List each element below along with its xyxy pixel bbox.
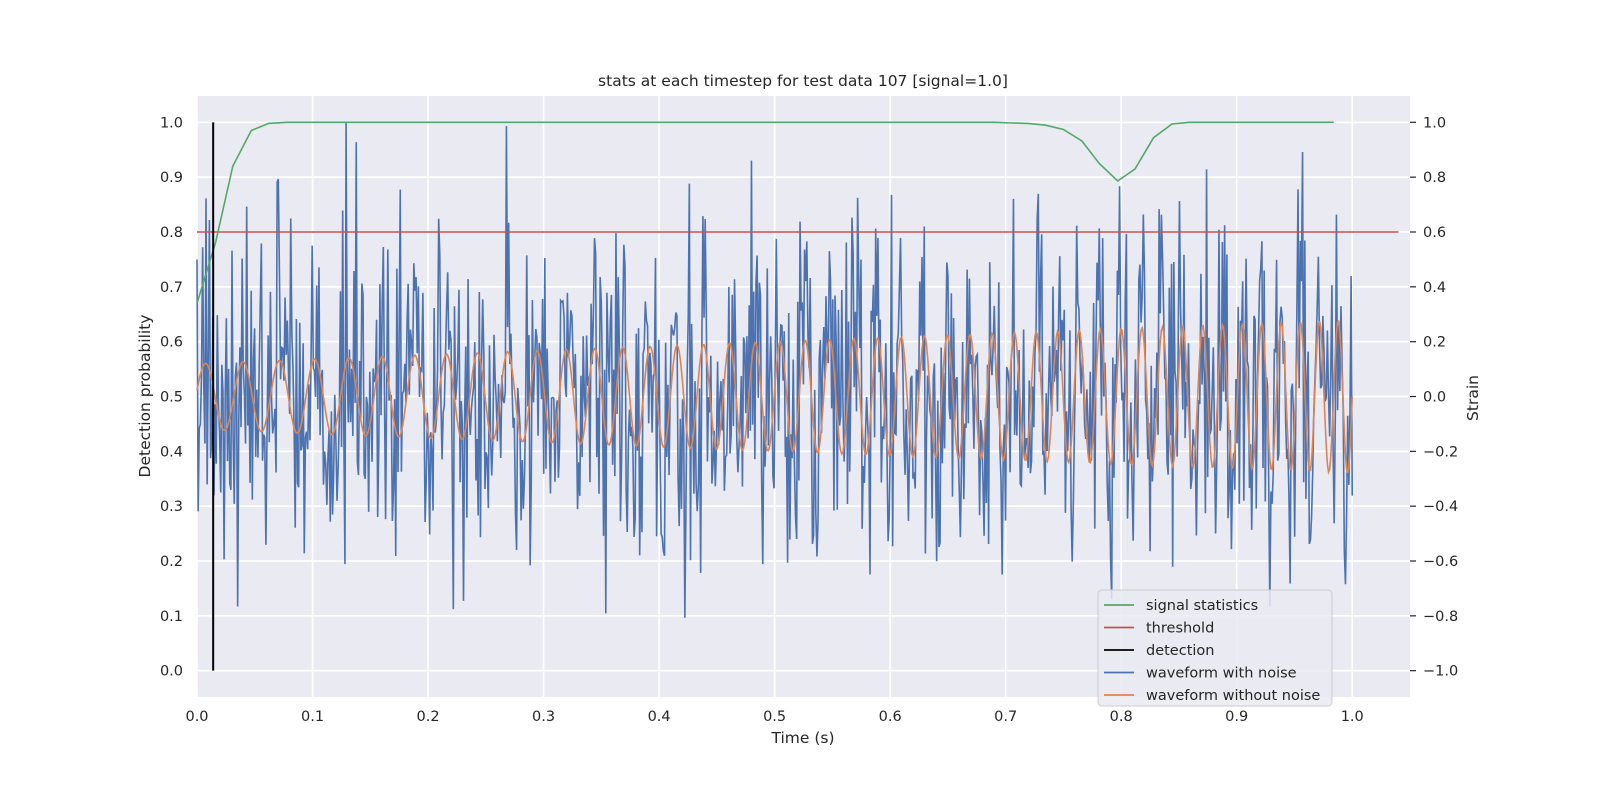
left-y-tick-label: 0.7: [160, 280, 183, 296]
right-y-tick-label: −0.4: [1423, 499, 1458, 515]
legend-entry: waveform with noise: [1146, 666, 1297, 682]
right-y-tick-label: −1.0: [1423, 664, 1458, 680]
legend-entry: signal statistics: [1146, 598, 1258, 614]
right-y-tick-label: −0.8: [1423, 609, 1458, 625]
series-waveform-without-noise: [196, 319, 1354, 475]
series-signal-statistics: [196, 121, 1334, 304]
left-y-tick-label: 0.3: [160, 499, 183, 515]
x-tick-label: 0.5: [763, 709, 786, 725]
right-y-tick-label: 0.0: [1423, 390, 1446, 406]
right-y-tick-label: 1.0: [1423, 115, 1446, 131]
right-y-tick-label: 0.4: [1423, 280, 1446, 296]
x-tick-label: 0.0: [185, 709, 208, 725]
right-y-tick-label: 0.8: [1423, 170, 1446, 186]
left-y-tick-label: 0.0: [160, 664, 183, 680]
left-y-axis: 0.0 0.1 0.2 0.3 0.4 0.5 0.6 0.7 0.8 0.9 1.0: [160, 115, 183, 679]
x-tick-label: 0.2: [417, 709, 440, 725]
left-y-tick-label: 1.0: [160, 115, 183, 131]
x-tick-label: 0.1: [301, 709, 324, 725]
waveform-layer: [196, 122, 1354, 618]
x-axis: 0.0 0.1 0.2 0.3 0.4 0.5 0.6 0.7 0.8 0.9 1.0: [185, 709, 1363, 725]
x-tick-label: 0.8: [1110, 709, 1133, 725]
x-tick-label: 0.3: [532, 709, 555, 725]
series-waveform-with-noise: [196, 122, 1354, 618]
legend-entry: threshold: [1146, 621, 1214, 637]
x-tick-label: 0.6: [879, 709, 902, 725]
left-y-tick-label: 0.6: [160, 335, 183, 351]
left-y-tick-label: 0.4: [160, 444, 183, 460]
right-y-tick-label: 0.6: [1423, 225, 1446, 241]
left-y-tick-label: 0.9: [160, 170, 183, 186]
legend-entry: waveform without noise: [1146, 688, 1320, 704]
x-tick-label: 0.9: [1225, 709, 1248, 725]
legend: signal statistics threshold detection wavef…: [1097, 589, 1333, 707]
right-y-axis-label: Strain: [1464, 375, 1482, 421]
x-tick-label: 0.4: [648, 709, 671, 725]
legend-entry: detection: [1146, 643, 1214, 659]
left-y-tick-label: 0.8: [160, 225, 183, 241]
right-y-tick-label: −0.2: [1423, 444, 1458, 460]
left-y-tick-label: 0.5: [160, 390, 183, 406]
chart-title: stats at each timestep for test data 107…: [598, 72, 1008, 90]
statistics-layer: [196, 121, 1399, 671]
right-y-tick-label: 0.2: [1423, 335, 1446, 351]
right-y-tick-label: −0.6: [1423, 554, 1458, 570]
right-y-axis: −1.0 −0.8 −0.6 −0.4 −0.2 0.0 0.2 0.4 0.6 0.8 1.0: [1410, 115, 1458, 680]
left-y-tick-label: 0.2: [160, 554, 183, 570]
x-tick-label: 0.7: [994, 709, 1017, 725]
x-tick-label: 1.0: [1341, 709, 1364, 725]
left-y-tick-label: 0.1: [160, 609, 183, 625]
legend-box: [1097, 589, 1333, 707]
left-y-axis-label: Detection probability: [136, 315, 154, 478]
x-axis-label: Time (s): [770, 729, 834, 747]
